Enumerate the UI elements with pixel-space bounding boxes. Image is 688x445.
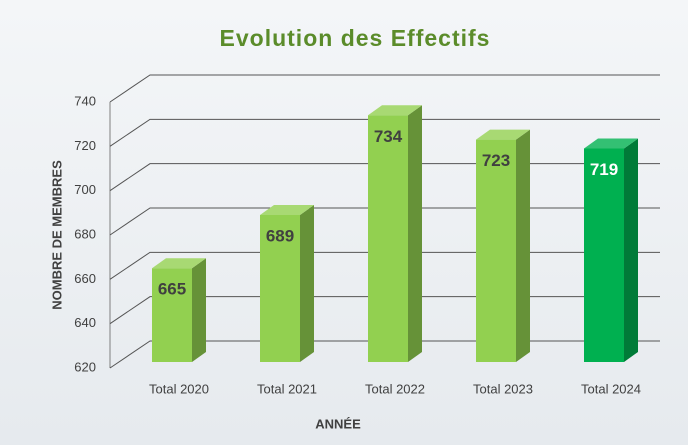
bar-top xyxy=(260,205,314,216)
x-tick-label: Total 2020 xyxy=(149,381,209,396)
grid-line xyxy=(109,118,660,147)
x-tick-label: Total 2024 xyxy=(581,381,641,396)
y-tick-label: 660 xyxy=(74,271,96,286)
value-label: 734 xyxy=(374,127,403,146)
x-axis-label: ANNÉE xyxy=(315,416,361,431)
y-axis-label: NOMBRE DE MEMBRES xyxy=(49,160,64,310)
bar-side xyxy=(192,258,206,362)
bar-top xyxy=(584,138,638,149)
y-tick-label: 680 xyxy=(74,226,96,241)
bar xyxy=(368,105,422,363)
bar-side xyxy=(300,205,314,362)
bar xyxy=(152,258,206,362)
bar-top xyxy=(368,105,422,116)
bar-top xyxy=(476,129,530,140)
bar xyxy=(260,205,314,362)
grid-line xyxy=(109,74,660,103)
x-tick-label: Total 2023 xyxy=(473,381,533,396)
y-tick-label: 640 xyxy=(74,315,96,330)
bar xyxy=(476,129,530,362)
y-tick-label: 700 xyxy=(74,182,96,197)
bar-side xyxy=(516,129,530,362)
x-tick-label: Total 2022 xyxy=(365,381,425,396)
chart-title: Evolution des Effectifs xyxy=(220,25,491,51)
x-tick-label: Total 2021 xyxy=(257,381,317,396)
y-tick-label: 620 xyxy=(74,359,96,374)
value-label: 689 xyxy=(266,227,294,246)
bar-front xyxy=(584,148,624,362)
bar-side xyxy=(408,105,422,363)
bar-front xyxy=(260,215,300,362)
value-label: 665 xyxy=(158,280,186,299)
bar-front xyxy=(152,268,192,362)
bar-front xyxy=(476,139,516,362)
bar-top xyxy=(152,258,206,269)
y-tick-label: 740 xyxy=(74,93,96,108)
bar-front xyxy=(368,115,408,362)
value-label: 719 xyxy=(590,160,618,179)
bar xyxy=(584,138,638,362)
bar-side xyxy=(624,138,638,362)
value-label: 723 xyxy=(482,151,510,170)
y-tick-label: 720 xyxy=(74,138,96,153)
